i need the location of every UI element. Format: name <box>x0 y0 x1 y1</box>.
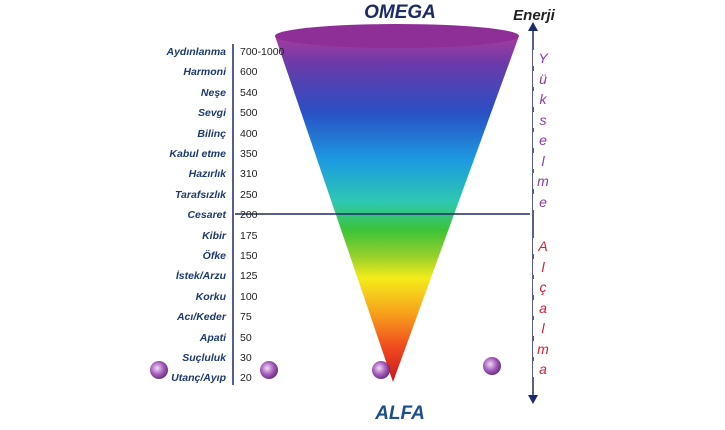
falling-letter: a <box>533 299 553 316</box>
level-name: İstek/Arzu <box>175 270 226 283</box>
falling-letter: ç <box>533 279 553 295</box>
level-value: 125 <box>240 270 258 283</box>
level-name: Neşe <box>200 86 226 99</box>
level-name: Acı/Keder <box>176 311 226 324</box>
level-name: Kabul etme <box>169 148 226 160</box>
rising-letter: s <box>533 111 553 128</box>
energy-arrow-down-head <box>528 395 538 404</box>
alfa-label: ALFA <box>375 403 425 424</box>
energy-cone <box>275 36 519 382</box>
level-name: Suçluluk <box>182 352 226 364</box>
level-value: 20 <box>240 372 252 385</box>
level-value: 350 <box>240 148 258 160</box>
rising-letter: ü <box>533 70 553 87</box>
falling-letter: l <box>533 258 553 275</box>
level-name: Hazırlık <box>188 168 226 181</box>
level-value: 50 <box>240 331 252 344</box>
level-name: Öfke <box>202 250 226 262</box>
cone-top-ellipse <box>275 24 519 48</box>
level-value: 30 <box>240 352 252 364</box>
level-value: 150 <box>240 250 258 262</box>
watermark-orb <box>483 357 501 375</box>
rising-letter: e <box>533 132 553 148</box>
level-name: Utanç/Ayıp <box>171 372 226 385</box>
level-value: 100 <box>240 290 258 303</box>
falling-letter: A <box>533 238 553 254</box>
level-name: Apati <box>199 331 226 344</box>
watermark-orb <box>260 361 278 379</box>
level-value: 175 <box>240 229 258 242</box>
level-name: Harmoni <box>183 66 226 79</box>
level-name: Korku <box>195 290 226 303</box>
watermark-orb <box>150 361 168 379</box>
watermark-orbs <box>150 357 501 379</box>
rising-letter: Y <box>533 50 553 66</box>
level-value: 600 <box>240 66 258 79</box>
level-name: Aydınlanma <box>166 46 226 58</box>
falling-letter: l <box>533 320 553 336</box>
rising-letter: l <box>533 152 553 169</box>
falling-letter: a <box>533 361 553 377</box>
level-name: Bilinç <box>197 127 226 140</box>
energy-arrow-up-head <box>528 22 538 31</box>
level-value: 200 <box>240 209 258 222</box>
level-value: 540 <box>240 86 258 99</box>
watermark-orb <box>372 361 390 379</box>
level-name: Cesaret <box>187 209 226 222</box>
level-name: Kibir <box>202 229 226 242</box>
level-value: 500 <box>240 107 258 120</box>
omega-label: OMEGA <box>364 2 436 23</box>
level-value: 75 <box>240 311 252 324</box>
rising-letter: m <box>533 173 553 189</box>
level-value: 250 <box>240 188 258 201</box>
rising-letter: e <box>533 193 553 210</box>
level-name: Tarafsızlık <box>175 188 226 201</box>
falling-letter: m <box>533 340 553 357</box>
level-name: Sevgi <box>197 107 226 120</box>
level-value: 400 <box>240 127 258 140</box>
level-value: 700-1000 <box>240 46 285 58</box>
level-value: 310 <box>240 168 258 181</box>
energy-axis-label: Enerji <box>513 7 555 24</box>
rising-letter: k <box>533 91 553 107</box>
